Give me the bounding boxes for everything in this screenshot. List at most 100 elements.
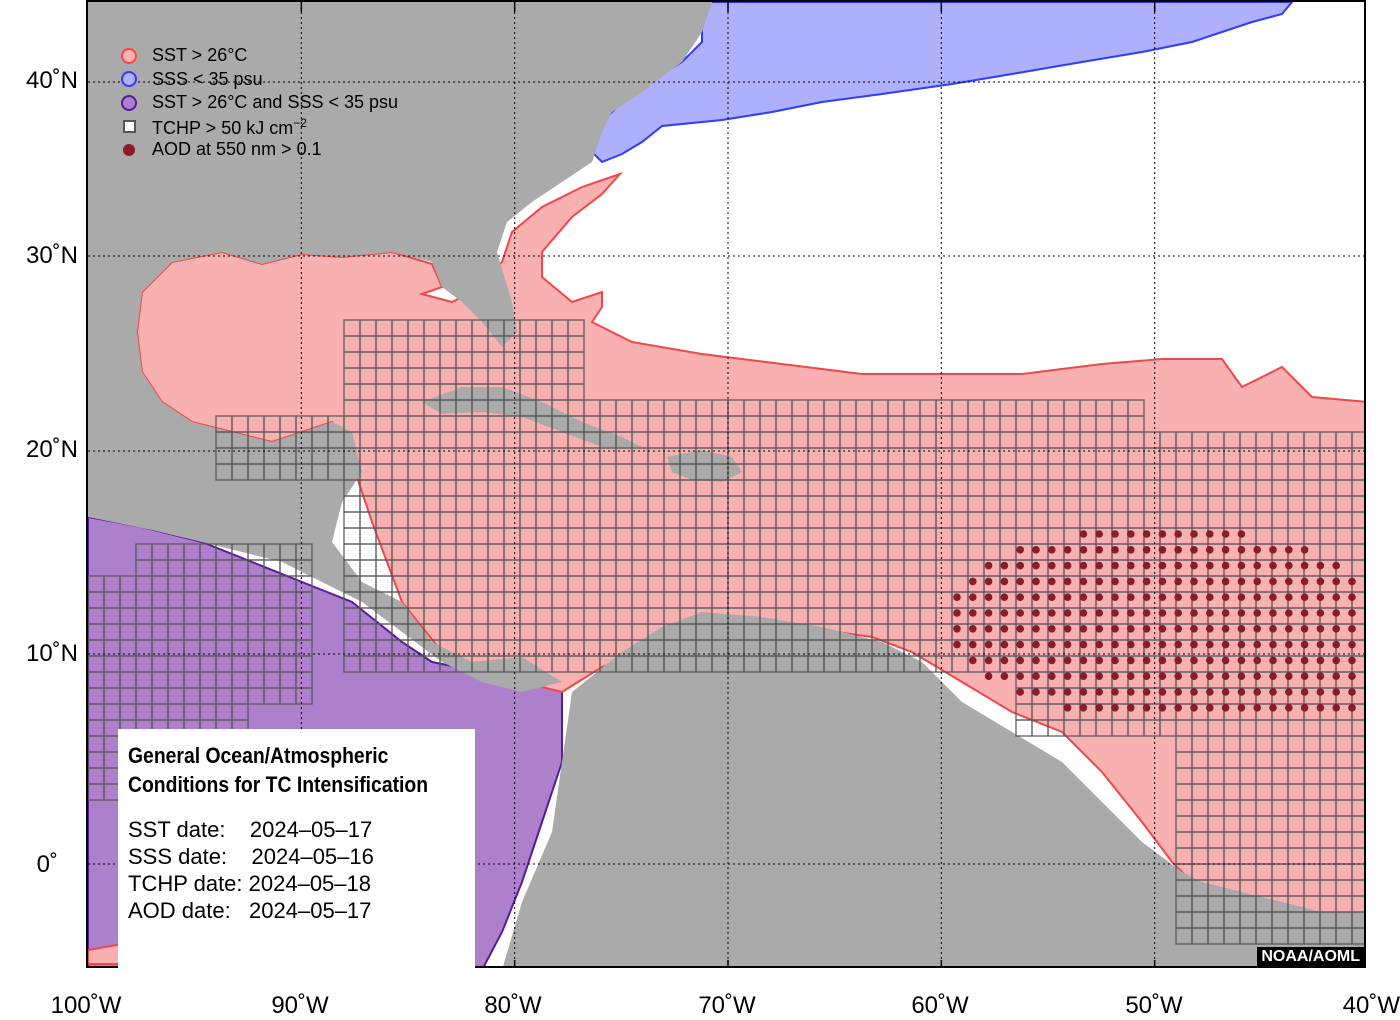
aod-dot bbox=[1316, 561, 1325, 570]
aod-dot bbox=[1158, 530, 1167, 538]
aod-dot bbox=[1316, 625, 1325, 633]
aod-dot bbox=[1127, 577, 1135, 586]
aod-dot bbox=[1206, 656, 1214, 665]
aod-dot bbox=[1269, 656, 1277, 665]
aod-dot bbox=[953, 625, 961, 633]
aod-dot bbox=[1221, 656, 1230, 665]
tchp-cell bbox=[359, 527, 377, 545]
aod-dot bbox=[1000, 656, 1009, 665]
aod-dot bbox=[1111, 656, 1119, 665]
aod-dot bbox=[1190, 546, 1198, 554]
aod-dot bbox=[1300, 688, 1309, 696]
aod-dot bbox=[1348, 577, 1356, 586]
legend-label-sss: SSS < 35 psu bbox=[152, 68, 263, 89]
aod-dot bbox=[1269, 640, 1277, 649]
info-title-line2: Conditions for TC Intensification bbox=[128, 772, 429, 797]
legend: SST > 26°C SSS < 35 psu SST > 26°C and S… bbox=[118, 44, 398, 162]
aod-dot bbox=[1253, 640, 1261, 649]
aod-dot bbox=[1095, 561, 1103, 570]
aod-dot bbox=[1016, 593, 1024, 601]
aod-dot bbox=[1237, 593, 1246, 601]
aod-dot bbox=[1095, 640, 1103, 649]
aod-dot bbox=[1237, 640, 1246, 649]
aod-dot bbox=[1127, 546, 1135, 554]
aod-dot bbox=[1142, 609, 1151, 617]
aod-dot bbox=[1237, 704, 1246, 712]
aod-dot bbox=[1332, 672, 1340, 680]
aod-dot bbox=[1111, 530, 1119, 538]
aod-date: AOD date: 2024–05–17 bbox=[128, 898, 372, 923]
aod-dot bbox=[1016, 561, 1024, 570]
aod-dot bbox=[1111, 546, 1119, 554]
aod-dot bbox=[1063, 546, 1072, 554]
aod-dot bbox=[1142, 593, 1151, 601]
aod-dot bbox=[1095, 577, 1103, 586]
aod-dot bbox=[1032, 625, 1040, 633]
aod-dot bbox=[1000, 561, 1009, 570]
aod-dot bbox=[1285, 640, 1293, 649]
aod-dot bbox=[1316, 577, 1325, 586]
aod-dot bbox=[1285, 656, 1293, 665]
aod-dot bbox=[1316, 593, 1325, 601]
sss-date: SSS date: 2024–05–16 bbox=[128, 844, 374, 869]
aod-dot bbox=[1174, 577, 1182, 586]
aod-dot bbox=[1016, 688, 1024, 696]
lat-label-40n: 40˚N bbox=[25, 67, 78, 94]
aod-dot bbox=[1190, 577, 1198, 586]
aod-dot bbox=[1127, 625, 1135, 633]
land-north-america bbox=[88, 2, 712, 692]
aod-dot bbox=[1221, 704, 1230, 712]
aod-dot bbox=[1206, 704, 1214, 712]
aod-dot bbox=[1079, 546, 1088, 554]
aod-dot bbox=[1332, 656, 1340, 665]
aod-dot bbox=[1016, 577, 1024, 586]
aod-dot bbox=[1316, 704, 1325, 712]
aod-dot bbox=[1127, 704, 1135, 712]
aod-dot bbox=[1174, 561, 1182, 570]
aod-dot bbox=[1174, 640, 1182, 649]
aod-dot bbox=[1032, 672, 1040, 680]
aod-dot bbox=[1063, 609, 1072, 617]
aod-dot bbox=[1285, 577, 1293, 586]
aod-dot bbox=[1111, 625, 1119, 633]
aod-dot bbox=[984, 640, 993, 649]
aod-dot bbox=[1206, 640, 1214, 649]
aod-dot bbox=[984, 672, 993, 680]
aod-dot bbox=[1300, 656, 1309, 665]
tchp-cell bbox=[343, 527, 361, 545]
aod-dot bbox=[1048, 656, 1056, 665]
aod-dot bbox=[1221, 561, 1230, 570]
credit-label: NOAA/AOML bbox=[1257, 947, 1364, 967]
aod-dot bbox=[1253, 688, 1261, 696]
aod-dot bbox=[1127, 640, 1135, 649]
tchp-cell bbox=[1015, 719, 1033, 737]
aod-dot bbox=[1206, 546, 1214, 554]
lat-label-30n: 30˚N bbox=[25, 242, 78, 269]
aod-dot bbox=[1158, 656, 1167, 665]
aod-dots bbox=[953, 530, 1356, 712]
aod-dot bbox=[1190, 593, 1198, 601]
tchp-cell bbox=[375, 575, 393, 593]
aod-dot bbox=[1316, 656, 1325, 665]
lon-label-60w: 60˚W bbox=[911, 992, 969, 1019]
aod-dot bbox=[1063, 625, 1072, 633]
aod-dot bbox=[1237, 609, 1246, 617]
aod-dot bbox=[1332, 688, 1340, 696]
aod-dot bbox=[1000, 640, 1009, 649]
lon-label-70w: 70˚W bbox=[698, 992, 756, 1019]
aod-dot bbox=[1285, 609, 1293, 617]
aod-dot bbox=[1253, 672, 1261, 680]
aod-dot bbox=[1300, 577, 1309, 586]
aod-dot bbox=[1063, 593, 1072, 601]
aod-dot bbox=[1332, 593, 1340, 601]
aod-dot bbox=[1221, 609, 1230, 617]
aod-dot bbox=[1079, 656, 1088, 665]
aod-dot bbox=[1016, 656, 1024, 665]
aod-dot bbox=[1253, 546, 1261, 554]
aod-dot bbox=[1253, 609, 1261, 617]
aod-dot bbox=[1253, 577, 1261, 586]
aod-dot bbox=[1142, 577, 1151, 586]
aod-dot bbox=[1095, 593, 1103, 601]
aod-dot bbox=[1048, 688, 1056, 696]
aod-dot bbox=[1190, 704, 1198, 712]
